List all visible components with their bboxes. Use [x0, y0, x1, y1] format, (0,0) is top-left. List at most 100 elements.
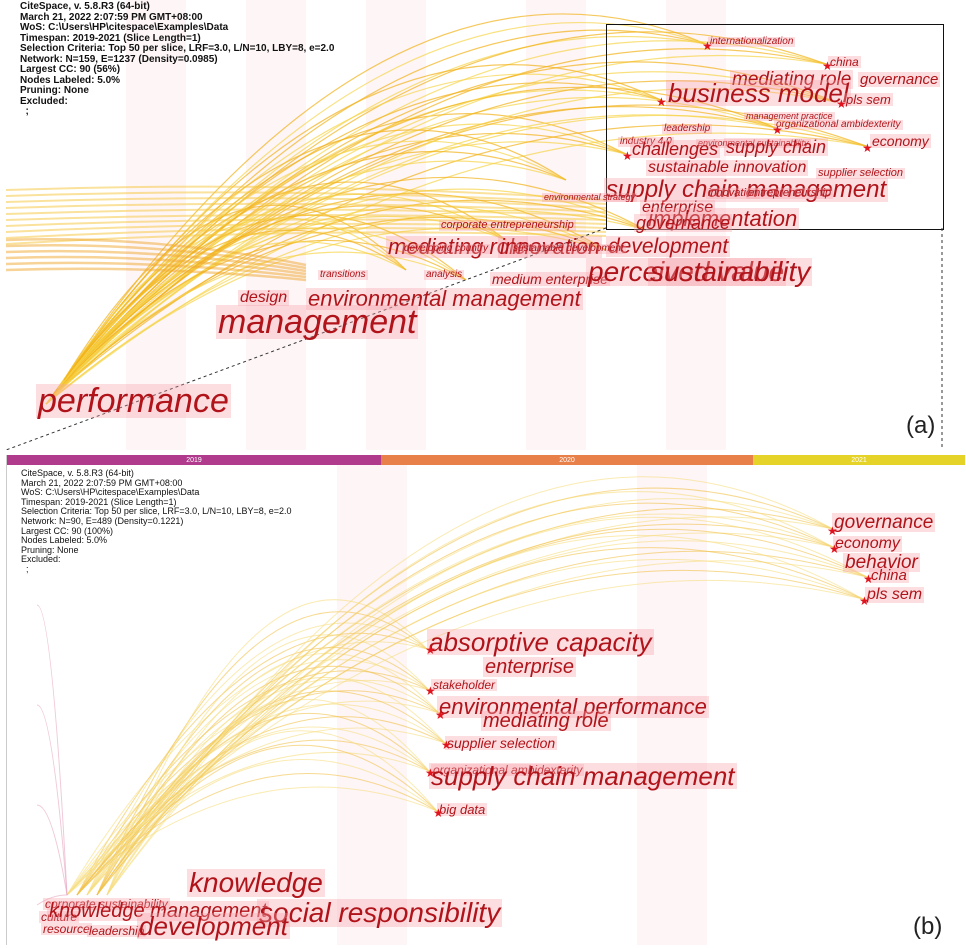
link-curve: [57, 193, 507, 389]
node-label: corporate sustainability: [43, 897, 170, 911]
citespace-info-block: CiteSpace, v. 5.8.R3 (64-bit) March 21, 2…: [21, 468, 292, 575]
star-node-icon: ★: [425, 643, 436, 657]
link-curve: [45, 114, 777, 405]
info-line: Network: N=159, E=1237 (Density=0.0985): [20, 53, 218, 65]
node-label: analysis: [424, 269, 465, 280]
star-node-icon: ★: [859, 594, 870, 608]
link-curves: [36, 476, 868, 906]
link-curve: [36, 704, 68, 896]
node-label: sustainable innovation: [646, 159, 809, 176]
node-label: mediating role: [386, 234, 529, 259]
info-line: Nodes Labeled: 5.0%: [20, 74, 121, 86]
node-label: implementation: [646, 206, 800, 231]
node-label: business model: [666, 78, 851, 108]
link-curve: [63, 13, 707, 381]
node-label: industry 4.0: [618, 136, 674, 147]
citespace-info-block: CiteSpace, v. 5.8.R3 (64-bit) March 21, 2…: [20, 1, 335, 118]
node-label: enterprise: [640, 199, 716, 216]
node-label: culture: [39, 910, 80, 924]
node-label: internationalization: [708, 36, 796, 47]
link-curve: [36, 804, 68, 896]
info-line: March 21, 2022 2:07:59 PM GMT+08:00: [20, 11, 203, 23]
link-curve: [76, 632, 428, 896]
link-curve: [96, 611, 428, 896]
node-label: development: [606, 235, 731, 258]
node-label: performance: [36, 382, 231, 420]
node-label: leadership: [662, 123, 713, 134]
node-label: supplier selection: [445, 735, 558, 751]
link-curve: [6, 227, 607, 239]
link-curve: [106, 534, 864, 896]
link-curve: [66, 700, 440, 896]
star-node-icon: ★: [425, 766, 436, 780]
star-node-icon: ★: [836, 97, 847, 111]
node-label: economy: [870, 133, 931, 149]
info-line: Largest CC: 90 (100%): [21, 525, 114, 536]
panel-letter: (a): [906, 412, 936, 439]
node-label: governance: [858, 71, 941, 88]
timeline-segment: 2019: [7, 455, 381, 465]
link-curve: [63, 129, 567, 381]
star-node-icon: ★: [656, 95, 667, 109]
link-curve: [6, 202, 607, 213]
info-line: Timespan: 2019-2021 (Slice Length=1): [20, 32, 201, 44]
info-line: Pruning: None: [21, 544, 79, 555]
link-curve: [6, 222, 607, 233]
node-label: supplier selection: [816, 167, 905, 179]
link-curve: [6, 249, 307, 273]
star-node-icon: ★: [622, 149, 633, 163]
star-node-icon: ★: [435, 708, 446, 722]
node-label: organizational ambidexterity: [431, 763, 585, 777]
link-curve: [57, 227, 467, 389]
node-label: china: [828, 55, 861, 69]
node-label: knowledge: [187, 867, 325, 898]
panel-a-keyword-network: CiteSpace, v. 5.8.R3 (64-bit) March 21, 2…: [6, 0, 964, 450]
info-line: Excluded:: [20, 95, 68, 107]
info-line: CiteSpace, v. 5.8.R3 (64-bit): [21, 468, 134, 478]
node-label: economy: [833, 535, 902, 552]
info-line: Pruning: None: [20, 85, 89, 96]
panel-letter: (b): [913, 913, 943, 940]
node-label: management: [216, 303, 419, 341]
star-node-icon: ★: [829, 542, 840, 556]
link-curve: [57, 217, 407, 389]
info-line: Selection Criteria: Top 50 per slice, LR…: [21, 506, 292, 517]
info-line: Selection Criteria: Top 50 per slice, LR…: [20, 43, 335, 54]
link-curve: [51, 229, 407, 397]
node-label: corporate entrepreneurship: [439, 219, 576, 231]
link-curve: [6, 243, 307, 270]
link-curve: [76, 569, 864, 896]
star-node-icon: ★: [433, 806, 444, 820]
link-curve: [6, 238, 307, 267]
node-label: stakeholder: [431, 678, 498, 692]
link-curve: [6, 214, 607, 221]
node-label: transitions: [318, 269, 368, 280]
link-curve: [86, 558, 864, 896]
node-label: behavior: [843, 552, 920, 573]
link-curves: [6, 13, 867, 405]
star-node-icon: ★: [772, 123, 783, 137]
link-curve: [106, 516, 868, 896]
node-label: perceived value: [586, 256, 787, 287]
node-label: medium enterprise: [490, 271, 610, 287]
link-curve: [6, 267, 307, 282]
info-line: ;: [21, 563, 29, 574]
node-label: leadership: [87, 924, 147, 938]
node-label: environmental strategy: [542, 192, 638, 202]
link-curve: [6, 197, 607, 209]
node-label: management practice: [744, 111, 835, 121]
node-label: developing country: [402, 243, 490, 254]
info-line: WoS: C:\Users\HP\citespace\Examples\Data: [20, 22, 229, 33]
link-curve: [6, 261, 307, 279]
node-label: challenges: [630, 139, 721, 159]
node-label: big data: [437, 802, 488, 817]
info-line: CiteSpace, v. 5.8.R3 (64-bit): [20, 1, 150, 12]
node-label: supply chain: [724, 137, 829, 157]
link-curve: [96, 744, 438, 896]
node-label: design: [238, 289, 290, 306]
info-line: March 21, 2022 2:07:59 PM GMT+08:00: [21, 477, 183, 488]
node-label: supply chain management: [429, 761, 737, 791]
star-node-icon: ★: [863, 572, 874, 586]
link-curve: [51, 80, 837, 397]
node-label: knowledge management: [47, 900, 269, 922]
